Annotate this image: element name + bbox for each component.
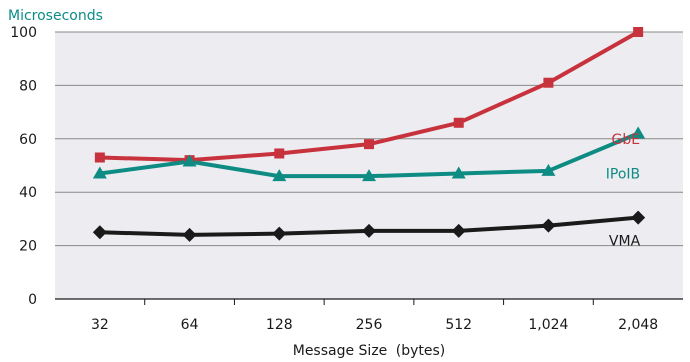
marker-vma-1 <box>182 227 197 242</box>
marker-gbe-5 <box>543 77 554 88</box>
y-tick-label-80: 80 <box>19 78 37 94</box>
marker-gbe-3 <box>364 139 374 150</box>
x-tick-label-1: 64 <box>181 317 199 333</box>
series-label-gbe: GbE <box>612 132 641 148</box>
y-tick-label-20: 20 <box>19 239 37 255</box>
series-label-ipoib: IPoIB <box>606 167 640 183</box>
marker-ipoib-0 <box>92 166 107 179</box>
gridlines <box>55 31 683 247</box>
x-axis-title: Message Size (bytes) <box>293 343 446 359</box>
series-markers <box>92 27 646 242</box>
marker-gbe-0 <box>94 152 105 163</box>
y-tick-label-40: 40 <box>19 185 37 201</box>
marker-vma-2 <box>272 226 287 241</box>
y-axis-title: Microseconds <box>8 8 103 24</box>
x-tick-label-4: 512 <box>445 317 472 333</box>
marker-gbe-2 <box>274 148 285 159</box>
marker-ipoib-2 <box>272 169 287 182</box>
x-tick-label-3: 256 <box>356 317 383 333</box>
marker-ipoib-3 <box>362 169 376 182</box>
marker-gbe-4 <box>453 117 464 128</box>
marker-vma-4 <box>451 223 466 238</box>
marker-ipoib-5 <box>541 163 556 176</box>
marker-gbe-6 <box>633 27 644 37</box>
x-axis-title-main: Message Size <box>293 343 388 359</box>
y-tick-label-0: 0 <box>28 292 37 308</box>
x-tick-label-6: 2,048 <box>618 317 658 333</box>
marker-ipoib-1 <box>182 154 197 167</box>
marker-vma-0 <box>92 225 107 240</box>
x-tick-label-2: 128 <box>266 317 293 333</box>
axes <box>55 298 683 305</box>
y-tick-label-100: 100 <box>10 25 37 41</box>
y-tick-label-60: 60 <box>19 132 37 148</box>
x-tick-label-0: 32 <box>91 317 109 333</box>
marker-vma-6 <box>631 210 646 225</box>
marker-ipoib-6 <box>631 126 646 139</box>
x-tick-label-5: 1,024 <box>528 317 568 333</box>
marker-vma-3 <box>362 223 376 238</box>
marker-vma-5 <box>541 218 556 233</box>
series-label-vma: VMA <box>609 233 641 249</box>
x-axis-title-unit: (bytes) <box>396 343 446 359</box>
series-labels: GbE IPoIB VMA <box>606 132 641 249</box>
marker-ipoib-4 <box>451 166 466 179</box>
tick-labels: 0 20 40 60 80 100 32 64 128 256 512 1,024 2,048 <box>10 25 658 333</box>
